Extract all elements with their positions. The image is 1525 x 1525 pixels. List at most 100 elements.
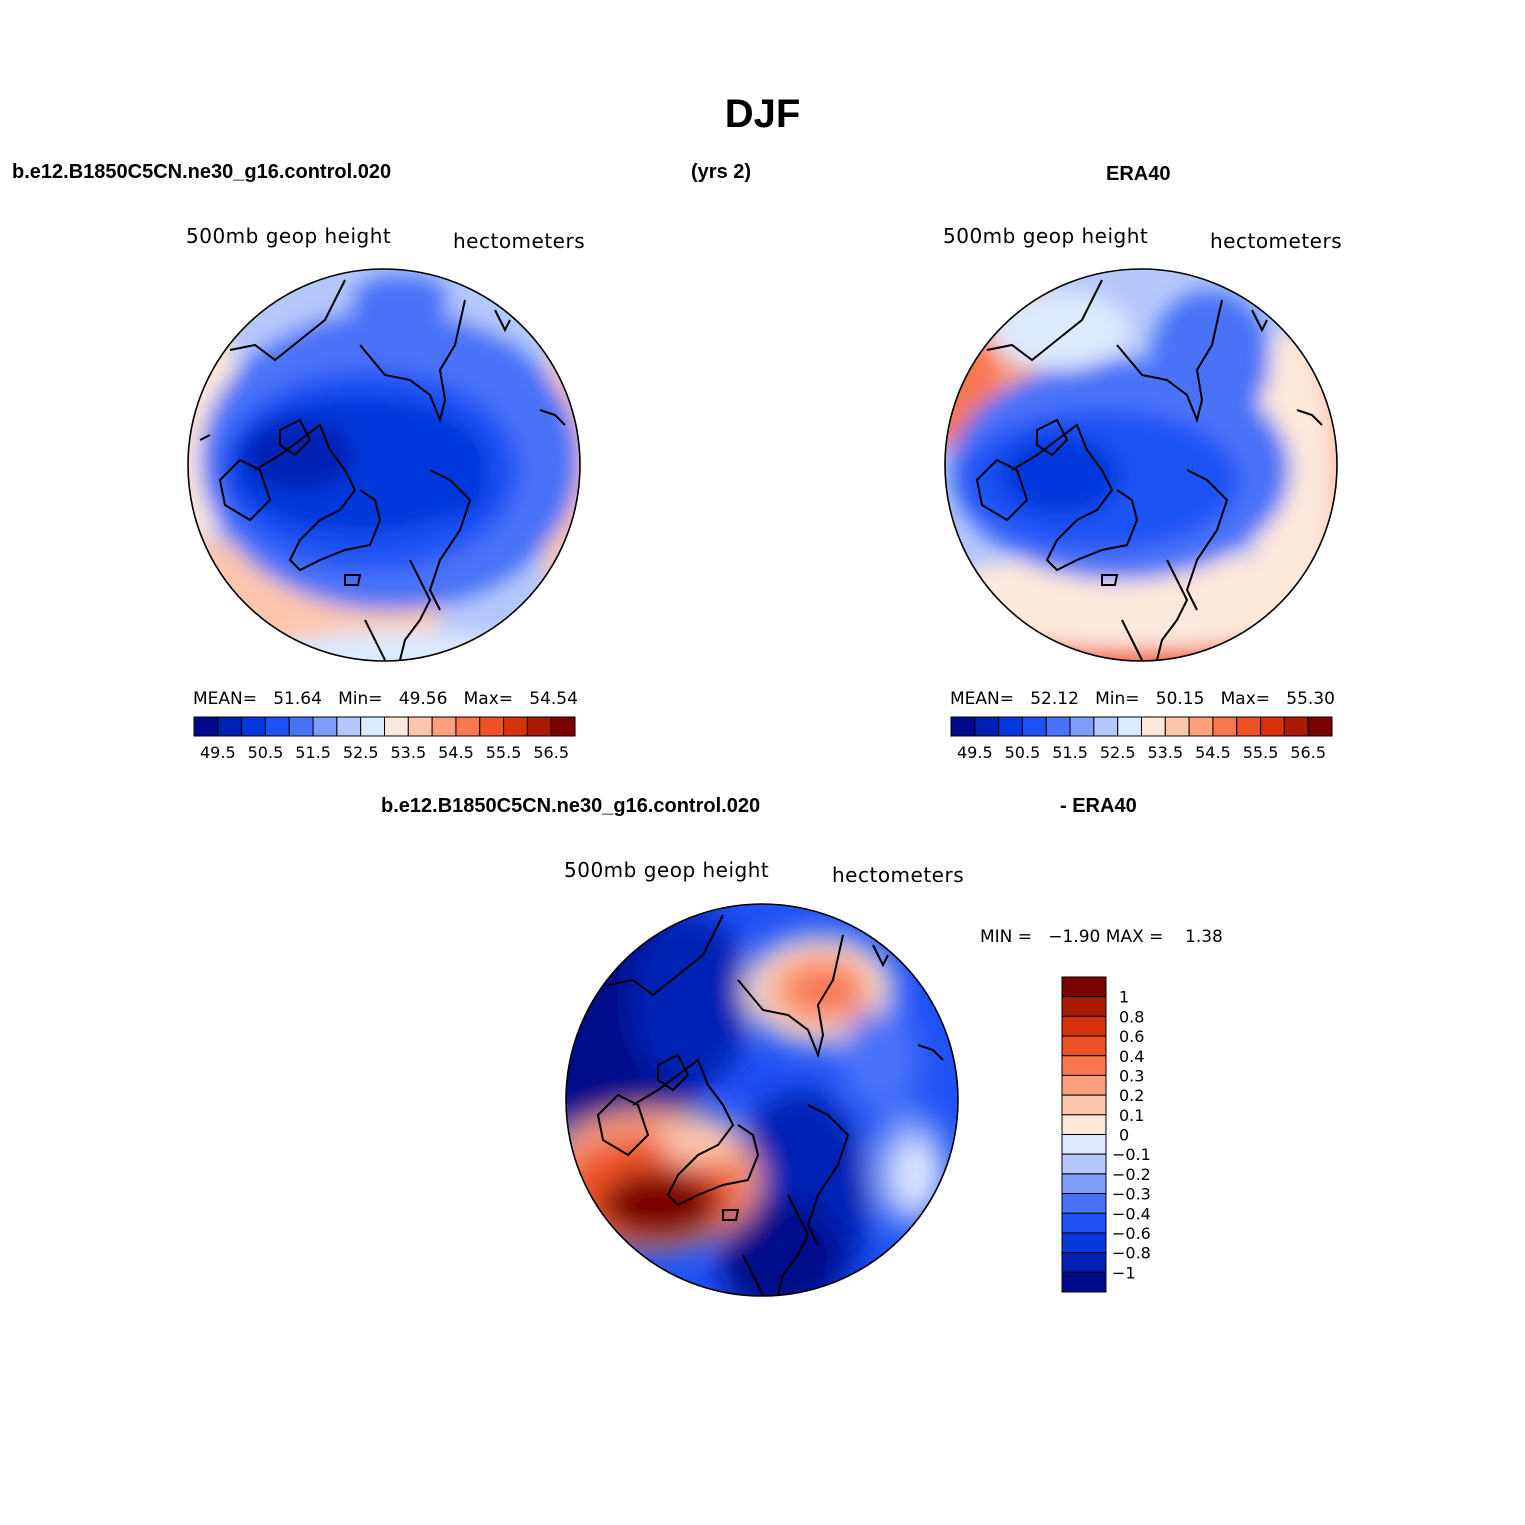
diff-colorbar-swatch: [1061, 976, 1107, 998]
panel2-colorbar-swatch: [1069, 716, 1095, 737]
diff-colorbar-swatch: [1061, 1212, 1107, 1234]
panel2-units-label: hectometers: [1210, 229, 1343, 253]
panel2-colorbar-swatch: [998, 716, 1023, 737]
panel1-max-label: Max=: [463, 689, 514, 709]
figure-title: DJF: [724, 92, 801, 136]
panel1-colorbar: 49.5 50.5 51.5 52.5 53.5 54.5 55.5 56.5: [193, 716, 576, 762]
panel1-mean-value: 51.64: [273, 689, 322, 709]
panel1-colorbar-swatch: [217, 716, 243, 737]
panel2-colorbar: 49.5 50.5 51.5 52.5 53.5 54.5 55.5 56.5: [950, 716, 1333, 762]
panel2-colorbar-tick-label: 51.5: [1052, 743, 1088, 762]
diff-colorbar-tick-label: 0.2: [1119, 1086, 1144, 1105]
panel3-coastlines: [596, 914, 944, 1296]
panel2-colorbar-tick-label: 49.5: [957, 743, 993, 762]
diff-colorbar-tick-label: 0.6: [1119, 1027, 1144, 1046]
panel3-max-label: MAX =: [1105, 927, 1164, 947]
panel2-map: [944, 268, 1338, 662]
panel1-colorbar-swatch: [479, 716, 505, 737]
panel1-colorbar-tick-label: 53.5: [391, 743, 427, 762]
panel1-map: [187, 268, 581, 662]
panel2-mean-value: 52.12: [1030, 689, 1079, 709]
diff-colorbar-swatch: [1061, 1094, 1107, 1116]
diff-colorbar-tick-label: −0.6: [1112, 1224, 1151, 1243]
panel2-colorbar-swatch: [974, 716, 1000, 737]
panel2-colorbar-swatch: [1236, 716, 1262, 737]
panel1-min-value: 49.56: [398, 689, 448, 709]
panel2-colorbar-tick-label: 56.5: [1290, 743, 1326, 762]
panel2-colorbar-tick-label: 52.5: [1100, 743, 1136, 762]
panel1-colorbar-swatch: [241, 716, 266, 737]
panel1-coastlines: [199, 279, 566, 661]
diff-colorbar-swatch: [1061, 1193, 1107, 1214]
diff-colorbar-swatch: [1061, 1114, 1107, 1135]
panel1-stats: MEAN= 51.64 Min= 49.56 Max= 54.54: [193, 689, 578, 709]
panel2-colorbar-tick-label: 55.5: [1243, 743, 1279, 762]
diff-header-obs: - ERA40: [1060, 795, 1137, 817]
diff-colorbar-tick-label: −0.1: [1112, 1145, 1151, 1164]
panel2-max-label: Max=: [1220, 689, 1271, 709]
panel2-min-label: Min=: [1095, 689, 1140, 709]
diff-colorbar-swatch: [1061, 1055, 1107, 1076]
panel2-colorbar-swatch: [1093, 716, 1119, 737]
panel2-stats: MEAN= 52.12 Min= 50.15 Max= 55.30: [950, 689, 1335, 709]
panel1-colorbar-tick-label: 52.5: [343, 743, 379, 762]
diff-colorbar-swatch: [1061, 1134, 1107, 1155]
panel2-colorbar-swatch: [1260, 716, 1285, 737]
diff-colorbar-tick-label: 1: [1119, 988, 1129, 1007]
diff-colorbar-swatch: [1061, 1232, 1107, 1254]
diff-colorbar-swatch: [1061, 1015, 1107, 1037]
panel1-variable-label: 500mb geop height: [186, 224, 392, 248]
diff-colorbar-tick-label: 0.1: [1119, 1106, 1144, 1125]
panel1-mean-label: MEAN=: [193, 689, 257, 709]
panel2-variable-label: 500mb geop height: [943, 224, 1149, 248]
diff-colorbar-tick-label: 0.4: [1119, 1047, 1144, 1066]
panel1-colorbar-swatch: [360, 716, 385, 737]
diff-colorbar-tick-label: −0.3: [1112, 1185, 1151, 1204]
panel1-colorbar-swatch: [193, 716, 219, 737]
diff-colorbar-tick-label: 0.8: [1119, 1007, 1144, 1026]
panel3-stats: MIN = −1.90 MAX = 1.38: [980, 927, 1223, 947]
panel2-coastlines: [975, 279, 1323, 661]
panel2-colorbar-swatch: [1283, 716, 1309, 737]
panel2-colorbar-swatch: [1164, 716, 1190, 737]
diff-colorbar-swatch: [1061, 1252, 1107, 1273]
panel1-colorbar-swatch: [312, 716, 338, 737]
panel3-max-value: 1.38: [1185, 927, 1223, 947]
panel3-min-label: MIN =: [980, 927, 1033, 947]
panel2-colorbar-swatch: [950, 716, 976, 737]
diff-colorbar-swatch: [1061, 1271, 1107, 1293]
panel2-colorbar-swatch: [1045, 716, 1071, 737]
panel1-colorbar-swatch: [407, 716, 433, 737]
panel1-colorbar-tick-label: 49.5: [200, 743, 236, 762]
panel2-colorbar-tick-label: 54.5: [1195, 743, 1231, 762]
panel1-colorbar-tick-label: 54.5: [438, 743, 474, 762]
panel1-colorbar-swatch: [550, 716, 576, 737]
diff-colorbar: 10.80.60.40.30.20.10−0.1−0.2−0.3−0.4−0.6…: [1061, 976, 1151, 1293]
panel1-colorbar-swatch: [431, 716, 457, 737]
panel1-colorbar-tick-label: 56.5: [533, 743, 569, 762]
panel2-colorbar-tick-label: 50.5: [1005, 743, 1041, 762]
panel1-colorbar-swatch: [384, 716, 409, 737]
diff-colorbar-tick-label: −1: [1112, 1263, 1136, 1282]
panel1-max-value: 54.54: [529, 689, 578, 709]
panel1-colorbar-tick-label: 51.5: [295, 743, 331, 762]
panel2-max-value: 55.30: [1286, 689, 1335, 709]
diff-colorbar-tick-label: −0.8: [1112, 1244, 1151, 1263]
panel1-units-label: hectometers: [453, 229, 586, 253]
panel1-colorbar-swatch: [503, 716, 528, 737]
panel2-colorbar-swatch: [1212, 716, 1238, 737]
diff-header-case: b.e12.B1850C5CN.ne30_g16.control.020: [381, 795, 761, 817]
panel1-colorbar-swatch: [264, 716, 290, 737]
panel2-colorbar-swatch: [1307, 716, 1333, 737]
diff-colorbar-swatch: [1061, 1153, 1107, 1175]
panel3-units-label: hectometers: [832, 863, 965, 887]
diff-colorbar-tick-label: −0.4: [1112, 1204, 1151, 1223]
case-name-header: b.e12.B1850C5CN.ne30_g16.control.020: [12, 161, 392, 183]
panel2-min-value: 50.15: [1155, 689, 1205, 709]
diff-colorbar-tick-label: −0.2: [1112, 1165, 1151, 1184]
diff-colorbar-swatch: [1061, 1035, 1107, 1057]
panel1-colorbar-tick-label: 55.5: [486, 743, 522, 762]
diff-colorbar-tick-label: 0: [1119, 1126, 1129, 1145]
diff-colorbar-swatch: [1061, 1074, 1107, 1096]
